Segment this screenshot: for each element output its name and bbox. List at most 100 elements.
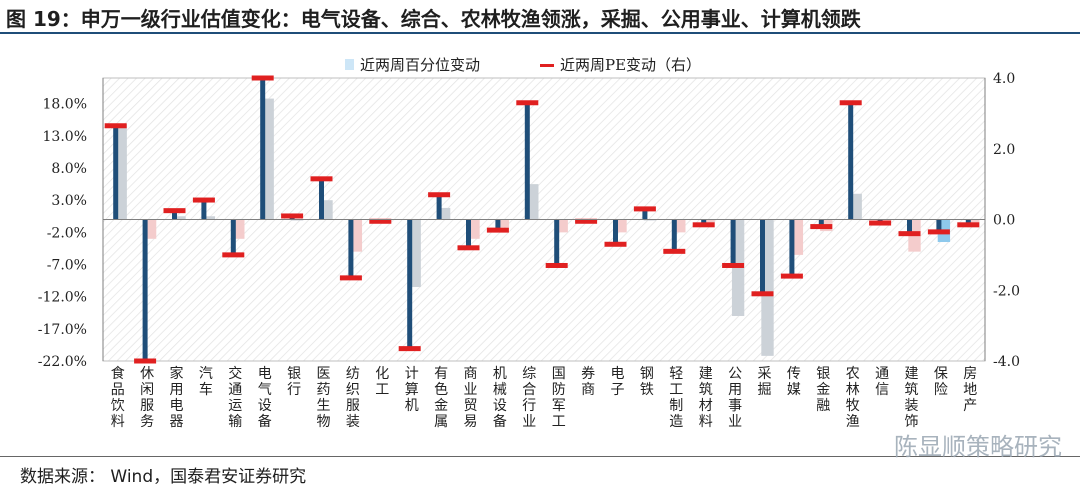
category-label: 银金融 — [816, 366, 830, 414]
category-label: 房地产 — [963, 366, 977, 414]
category-label: 休闲服务 — [140, 366, 154, 430]
legend: 近两周百分位变动 近两周PE变动（右） — [345, 56, 701, 74]
legend-swatch-pe — [540, 64, 554, 67]
category-label: 银行 — [287, 366, 301, 398]
pe-marker — [722, 262, 745, 268]
source-rule — [0, 456, 1080, 457]
category-label: 家用电器 — [170, 365, 184, 430]
category-label: 纺织服装 — [346, 366, 360, 430]
category-label: 保险 — [934, 366, 948, 398]
pe-marker — [927, 229, 950, 235]
legend-label-pe: 近两周PE变动（右） — [560, 56, 701, 74]
pe-marker — [134, 358, 157, 364]
left-tick-label: -12.0% — [38, 290, 87, 306]
bar-pe — [260, 78, 266, 220]
category-label: 建筑装饰 — [905, 366, 919, 430]
pe-marker — [163, 208, 186, 214]
category-label: 建筑材料 — [699, 366, 713, 430]
left-tick-label: -2.0% — [47, 225, 87, 241]
bar-pe — [760, 219, 765, 294]
bar-pe — [113, 125, 119, 220]
pe-marker — [398, 346, 421, 352]
bar-percentile — [173, 216, 186, 220]
pe-marker — [369, 218, 392, 224]
pe-marker — [339, 275, 362, 281]
bar-pe — [172, 210, 177, 220]
pe-marker — [692, 222, 715, 228]
category-label: 轻工制造 — [669, 366, 683, 430]
pe-marker — [516, 100, 539, 106]
pe-marker — [810, 224, 833, 230]
category-label: 商业贸易 — [464, 366, 478, 430]
left-tick-label: 18.0% — [43, 97, 87, 113]
left-tick-label: 8.0% — [51, 161, 87, 177]
left-tick-label: -22.0% — [38, 354, 87, 370]
category-label: 公用事业 — [728, 366, 742, 430]
right-tick-label: -4.0 — [993, 354, 1020, 370]
category-label: 电气设备 — [258, 366, 272, 430]
legend-label-percentile: 近两周百分位变动 — [360, 56, 480, 74]
bar-pe — [936, 219, 942, 232]
category-label: 医药生物 — [317, 366, 331, 430]
pe-marker — [839, 100, 862, 106]
category-label: 交通运输 — [228, 365, 242, 430]
category-label: 通信 — [875, 366, 889, 398]
pe-marker — [310, 176, 333, 182]
left-tick-label: -17.0% — [38, 322, 87, 338]
figure-title: 图 19：申万一级行业估值变化：电气设备、综合、农林牧渔领涨，采掘、公用事业、计… — [6, 7, 861, 31]
bar-pe — [613, 219, 618, 245]
bar-pe — [965, 219, 971, 225]
bar-pe — [466, 219, 471, 248]
pe-marker — [780, 273, 803, 279]
bar-pe — [201, 200, 207, 220]
category-label: 传媒 — [787, 366, 801, 398]
pe-marker — [869, 220, 892, 226]
right-tick-label: 0.0 — [993, 213, 1015, 229]
left-tick-label: -7.0% — [47, 258, 87, 274]
category-label: 机械设备 — [493, 366, 507, 430]
bar-pe — [642, 208, 648, 220]
category-label: 计算机 — [405, 366, 419, 414]
pe-marker — [251, 75, 274, 81]
bar-pe — [407, 219, 413, 349]
pe-marker — [104, 123, 127, 129]
chart: 近两周百分位变动 近两周PE变动（右） 18.0% 13.0% 8.0% 3.0% -2.… — [38, 56, 1020, 430]
pe-marker — [486, 227, 509, 233]
pe-marker — [545, 262, 568, 268]
source-note: 数据来源： Wind，国泰君安证券研究 — [20, 467, 307, 487]
bar-pe — [671, 219, 677, 252]
pe-marker — [663, 248, 686, 254]
category-label: 电子 — [611, 366, 625, 398]
category-label: 有色金属 — [434, 366, 448, 430]
right-tick-label: 2.0 — [993, 142, 1015, 158]
left-tick-label: 13.0% — [43, 129, 87, 145]
category-label: 国防军工 — [552, 366, 566, 430]
bar-pe — [907, 219, 912, 234]
bar-percentile — [878, 219, 892, 222]
pe-marker — [898, 231, 921, 237]
watermark: 陈显顺策略研究 — [894, 433, 1062, 461]
left-tick-label: 3.0% — [51, 193, 87, 209]
pe-marker — [457, 245, 480, 251]
pe-marker — [222, 252, 245, 258]
category-label: 汽车 — [199, 366, 213, 398]
pe-marker — [281, 213, 304, 219]
right-tick-label: 4.0 — [993, 71, 1015, 87]
bar-percentile — [202, 216, 216, 220]
bar-pe — [818, 219, 824, 227]
bar-pe — [230, 219, 236, 255]
pe-marker — [604, 241, 627, 247]
bar-pe — [554, 219, 560, 266]
pe-marker — [192, 197, 215, 203]
bar-pe — [348, 219, 354, 278]
bar-pe — [701, 219, 707, 225]
bar-pe — [789, 219, 795, 277]
category-label: 农林牧渔 — [846, 366, 860, 430]
category-label: 综合行业 — [522, 366, 536, 430]
pe-marker — [633, 206, 656, 212]
bar-percentile — [437, 207, 451, 220]
category-label: 化工 — [375, 366, 389, 398]
category-label: 采掘 — [758, 366, 772, 398]
legend-swatch-percentile — [345, 59, 354, 70]
category-label: 券商 — [581, 366, 595, 398]
